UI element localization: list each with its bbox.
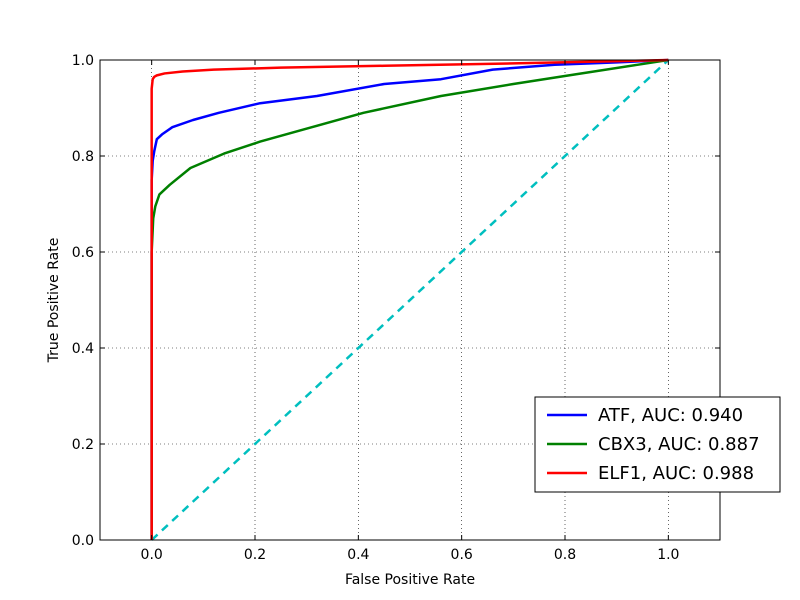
y-tick-label: 0.0 [72, 533, 94, 549]
x-tick-label: 1.0 [657, 547, 679, 563]
y-tick-label: 0.4 [72, 341, 94, 357]
x-tick-label: 0.0 [141, 547, 163, 563]
legend-label: ELF1, AUC: 0.988 [598, 463, 754, 484]
series-layer [150, 58, 670, 541]
y-tick-label: 0.8 [72, 149, 94, 165]
legend: ATF, AUC: 0.940 CBX3, AUC: 0.887 ELF1, AUC… [534, 396, 781, 493]
series-line-1 [150, 58, 669, 540]
y-tick-label: 1.0 [72, 53, 94, 69]
series-line-3 [150, 59, 670, 541]
x-tick-label: 0.2 [244, 547, 266, 563]
legend-label: ATF, AUC: 0.940 [598, 405, 743, 426]
y-tick-label: 0.2 [72, 437, 94, 453]
series-line-0 [150, 58, 669, 540]
x-tick-label: 0.6 [451, 547, 473, 563]
x-tick-label: 0.4 [347, 547, 369, 563]
ticks: 0.0 0.2 0.4 0.6 0.8 1.0 0.0 0.2 0.4 0.6 0.8 1.0 [72, 53, 720, 563]
y-tick-label: 0.6 [72, 245, 94, 261]
legend-label: CBX3, AUC: 0.887 [598, 434, 760, 455]
axes-frame [99, 59, 721, 541]
x-tick-label: 0.8 [554, 547, 576, 563]
x-axis-label: False Positive Rate [345, 572, 475, 588]
series-line-2 [150, 58, 669, 540]
y-axis-label: True Positive Rate [46, 238, 62, 364]
